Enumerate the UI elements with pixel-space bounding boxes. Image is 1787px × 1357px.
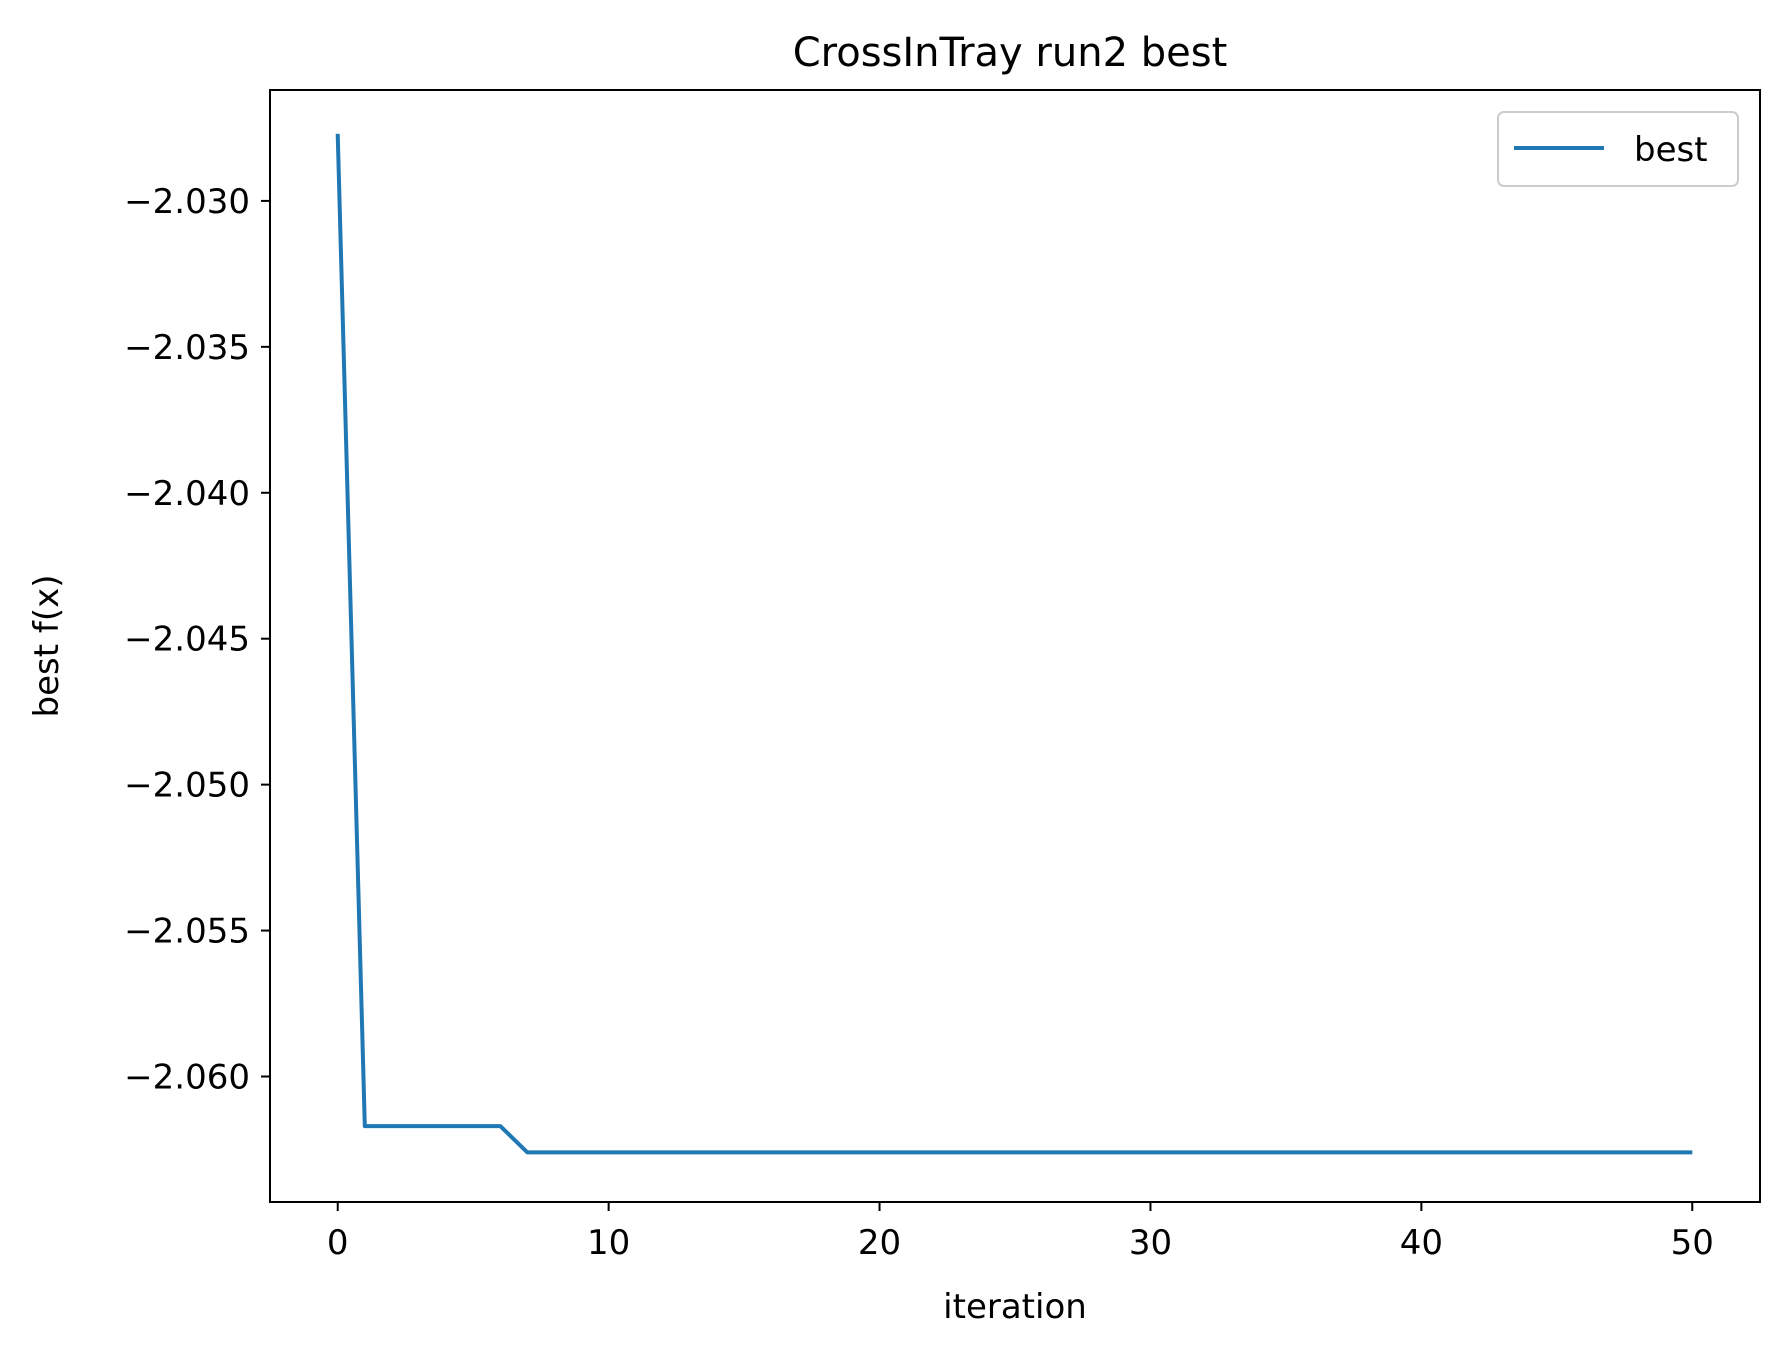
- y-tick-label: −2.050: [124, 766, 250, 806]
- legend: best: [1497, 111, 1739, 187]
- x-tick-label: 20: [858, 1223, 901, 1263]
- y-tick-label: −2.040: [124, 474, 250, 514]
- chart-title: CrossInTray run2 best: [793, 30, 1228, 76]
- axis-ticks: 0 10 20 30 40 50 −2.030 −2.035 −2.040 −2.045 −2.05…: [124, 182, 1714, 1263]
- x-tick-label: 50: [1671, 1223, 1714, 1263]
- y-tick-label: −2.060: [124, 1057, 250, 1097]
- legend-label-best: best: [1634, 130, 1708, 170]
- y-tick-label: −2.035: [124, 328, 250, 368]
- x-axis-label: iteration: [943, 1287, 1087, 1327]
- y-tick-label: −2.055: [124, 912, 250, 952]
- x-tick-label: 40: [1400, 1223, 1443, 1263]
- x-tick-label: 10: [587, 1223, 630, 1263]
- y-tick-label: −2.045: [124, 620, 250, 660]
- series-line-best: [335, 133, 1693, 1155]
- axes-frame: [269, 89, 1761, 1203]
- x-tick-label: 0: [327, 1223, 349, 1263]
- x-tick-label: 30: [1129, 1223, 1172, 1263]
- plot-area: [335, 133, 1693, 1155]
- legend-box: [1497, 111, 1739, 187]
- y-tick-label: −2.030: [124, 182, 250, 222]
- y-axis-label: best f(x): [27, 575, 67, 718]
